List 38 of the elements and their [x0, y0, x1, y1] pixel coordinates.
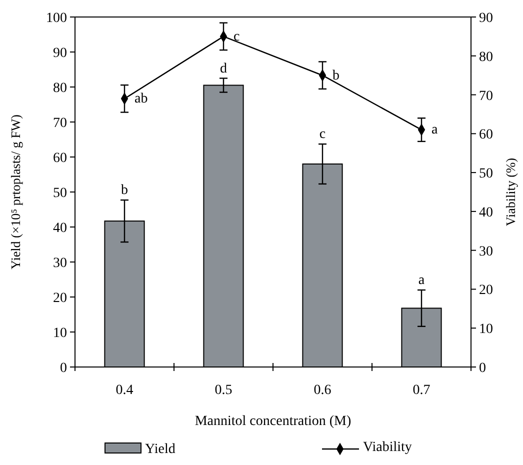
y-tick-label: 80 — [53, 81, 67, 96]
x-axis-title: Mannitol concentration (M) — [194, 414, 352, 429]
y-tick-label: 20 — [53, 291, 67, 306]
y2-axis-title: Viability (%) — [503, 158, 518, 226]
y-tick-label: 100 — [46, 11, 67, 26]
y2-tick-label: 20 — [479, 283, 493, 298]
annotation: d — [220, 61, 227, 76]
y-tick-label: 10 — [53, 326, 67, 341]
annotation: a — [432, 122, 438, 138]
y2-tick-label: 80 — [479, 50, 493, 65]
y2-tick-label: 90 — [479, 11, 493, 26]
y2-tick-label: 50 — [479, 166, 493, 182]
y2-tick-label: 60 — [479, 128, 493, 143]
y2-tick-label: 70 — [479, 88, 493, 104]
x-tick-label: 0.7 — [412, 383, 430, 398]
annotation: a — [418, 273, 426, 288]
y-tick-label: 40 — [53, 221, 67, 236]
annotation: c — [234, 30, 240, 45]
y-tick-label: 60 — [53, 151, 67, 166]
x-tick-label: 0.5 — [214, 383, 232, 398]
y2-tick-label: 30 — [479, 244, 493, 260]
y-tick-label: 90 — [53, 46, 67, 61]
annotation: ab — [134, 92, 148, 107]
annotation: b — [121, 183, 128, 198]
y-tick-label: 50 — [53, 186, 67, 201]
y2-tick-label: 0 — [479, 361, 486, 376]
legend-label: Yield — [145, 442, 176, 457]
y2-tick-label: 10 — [479, 322, 493, 338]
y2-tick-label: 40 — [479, 205, 493, 220]
x-tick-label: 0.4 — [116, 383, 134, 398]
legend-label: Viability — [363, 440, 412, 455]
y-tick-label: 30 — [53, 256, 67, 271]
y-tick-label: 70 — [53, 116, 67, 131]
y-axis-title: Yield (×10⁵ prtoplasts/ g FW) — [8, 114, 23, 270]
y-tick-label: 0 — [60, 361, 67, 376]
annotation: c — [319, 127, 326, 142]
annotation: b — [332, 68, 340, 84]
x-tick-label: 0.6 — [314, 383, 332, 398]
